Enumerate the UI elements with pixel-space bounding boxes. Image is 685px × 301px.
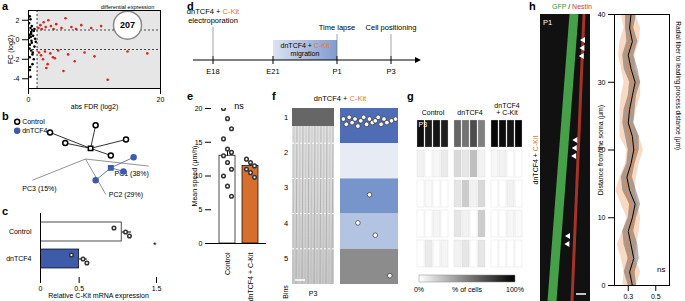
svg-text:Control: Control [9, 228, 32, 235]
svg-text:Control: Control [22, 118, 45, 125]
svg-text:% of cells: % of cells [452, 286, 482, 293]
svg-text:E21: E21 [266, 67, 279, 76]
svg-text:0: 0 [27, 96, 31, 103]
svg-text:dnTCF4: dnTCF4 [22, 127, 47, 134]
svg-text:Distance from the soma (μm): Distance from the soma (μm) [597, 105, 605, 195]
svg-text:P3: P3 [309, 290, 318, 297]
svg-text:dnTCF4 + C-Kit: dnTCF4 + C-Kit [187, 7, 240, 16]
svg-text:1.5: 1.5 [152, 285, 162, 292]
svg-text:0.5: 0.5 [651, 293, 661, 300]
svg-text:Control: Control [422, 109, 445, 116]
svg-text:Bins: Bins [282, 285, 289, 299]
svg-text:0: 0 [39, 285, 43, 292]
svg-text:Time lapse: Time lapse [319, 23, 355, 32]
svg-text:PC1 (38%): PC1 (38%) [115, 170, 149, 178]
svg-text:PC2 (29%): PC2 (29%) [109, 191, 143, 199]
svg-text:ns: ns [234, 101, 244, 111]
svg-text:0: 0 [602, 282, 606, 289]
svg-text:dnTCF4 + C-Kit: dnTCF4 + C-Kit [314, 94, 367, 103]
svg-text:abs FDR (log2): abs FDR (log2) [71, 103, 118, 111]
svg-text:0%: 0% [414, 286, 424, 293]
svg-text:migration: migration [291, 50, 320, 58]
svg-text:10: 10 [598, 214, 606, 221]
svg-text:dnTCF4 + C-Kit: dnTCF4 + C-Kit [281, 42, 330, 49]
svg-text:Mean speed (μm/h): Mean speed (μm/h) [191, 146, 199, 207]
svg-text:E18: E18 [206, 67, 219, 76]
svg-text:dnTCF4 + C-Kit: dnTCF4 + C-Kit [532, 136, 539, 185]
svg-text:30: 30 [598, 78, 606, 85]
svg-text:3: 3 [284, 183, 288, 192]
svg-text:20: 20 [157, 96, 165, 103]
svg-text:Cell positioning: Cell positioning [366, 23, 417, 32]
svg-text:Relative C-Kit mRNA expression: Relative C-Kit mRNA expression [48, 292, 149, 300]
svg-text:2: 2 [284, 148, 288, 157]
svg-text:P3: P3 [386, 67, 395, 76]
svg-text:P1: P1 [332, 67, 341, 76]
svg-text:dnTCF4+ C-Kit: dnTCF4+ C-Kit [494, 102, 519, 116]
svg-text:5: 5 [199, 206, 203, 213]
svg-text:15: 15 [195, 138, 203, 145]
svg-text:40: 40 [598, 11, 606, 18]
svg-text:ns: ns [657, 265, 665, 274]
svg-text:5: 5 [284, 254, 288, 263]
svg-text:20: 20 [195, 105, 203, 112]
svg-text:P1: P1 [543, 18, 552, 27]
svg-text:0: 0 [16, 36, 20, 43]
svg-text:1: 1 [284, 113, 288, 122]
svg-text:0: 0 [199, 240, 203, 247]
svg-text:207: 207 [120, 20, 135, 30]
svg-text:P3: P3 [419, 121, 428, 128]
svg-text:2: 2 [16, 16, 20, 23]
svg-text:differential expression: differential expression [101, 4, 154, 10]
svg-text:GFP / Nestin: GFP / Nestin [552, 3, 592, 10]
svg-text:-4: -4 [13, 75, 19, 82]
svg-text:dnTCF4: dnTCF4 [457, 109, 482, 116]
svg-text:FC (log2): FC (log2) [7, 35, 15, 64]
svg-text:dnTCF4: dnTCF4 [6, 255, 31, 262]
svg-text:100%: 100% [506, 286, 524, 293]
svg-text:Control: Control [224, 252, 231, 275]
svg-text:dnTCF4 + C-Kit: dnTCF4 + C-Kit [247, 252, 254, 301]
svg-text:*: * [153, 240, 157, 250]
svg-text:PC3 (15%): PC3 (15%) [22, 184, 56, 192]
svg-text:electroporation: electroporation [188, 16, 238, 25]
svg-text:0.3: 0.3 [623, 293, 633, 300]
svg-text:4: 4 [284, 219, 288, 228]
svg-text:Radial fiber to leading proces: Radial fiber to leading process distance… [674, 21, 682, 150]
